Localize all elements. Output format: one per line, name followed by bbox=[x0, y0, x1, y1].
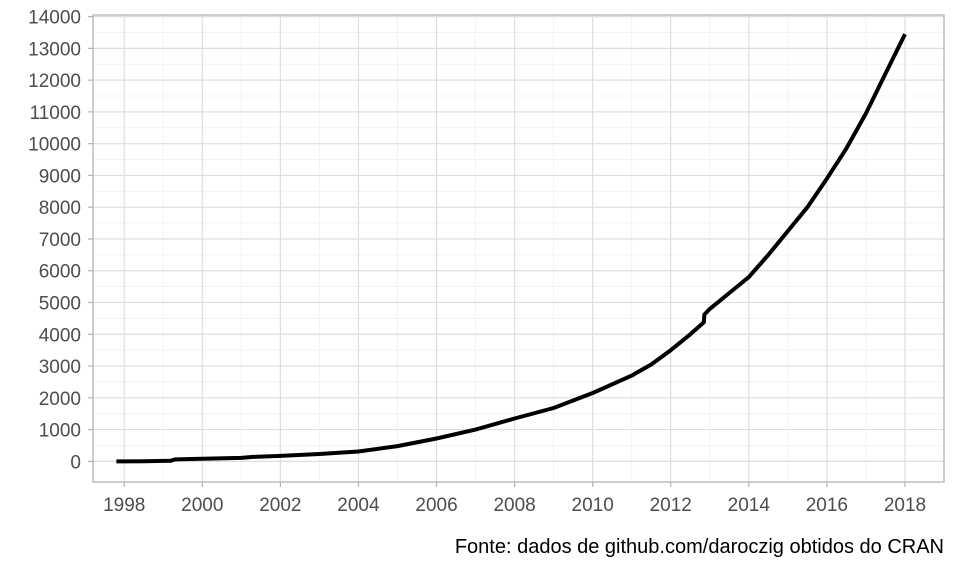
y-tick-label: 10000 bbox=[28, 135, 81, 156]
x-tick-label: 1998 bbox=[103, 495, 145, 516]
y-tick-label: 4000 bbox=[39, 325, 81, 346]
x-tick-label: 2004 bbox=[337, 495, 380, 516]
y-tick-label: 12000 bbox=[28, 71, 81, 92]
x-tick-label: 2012 bbox=[650, 495, 692, 516]
y-axis: 0 1000 2000 3000 4000 5000 6000 7000 8000 9000 100… bbox=[28, 8, 93, 473]
x-tick-label: 2006 bbox=[415, 495, 457, 516]
y-tick-label: 3000 bbox=[39, 357, 81, 378]
y-tick-label: 0 bbox=[70, 452, 81, 473]
x-tick-label: 2008 bbox=[493, 495, 535, 516]
y-tick-label: 7000 bbox=[39, 230, 81, 251]
y-tick-label: 11000 bbox=[30, 103, 81, 124]
y-tick-label: 5000 bbox=[39, 294, 81, 315]
x-tick-label: 2002 bbox=[259, 495, 301, 516]
y-tick-label: 13000 bbox=[28, 39, 81, 60]
y-tick-label: 6000 bbox=[39, 262, 81, 283]
plot-panel-border bbox=[92, 14, 945, 483]
y-tick-label: 8000 bbox=[39, 198, 81, 219]
x-axis: 1998 2000 2002 2004 2006 2008 2010 2012 2014 2016… bbox=[103, 482, 926, 516]
series-line bbox=[116, 33, 907, 464]
x-tick-label: 2018 bbox=[884, 495, 926, 516]
y-tick-label: 14000 bbox=[28, 8, 81, 29]
minor-grid bbox=[93, 15, 944, 482]
x-tick-label: 2014 bbox=[728, 495, 771, 516]
chart-caption: Fonte: dados de github.com/daroczig obti… bbox=[455, 536, 944, 558]
plot-panel-background bbox=[93, 15, 944, 482]
x-tick-label: 2000 bbox=[181, 495, 223, 516]
y-tick-label: 1000 bbox=[39, 421, 81, 442]
x-tick-label: 2010 bbox=[572, 495, 614, 516]
y-tick-label: 2000 bbox=[39, 389, 81, 410]
y-tick-label: 9000 bbox=[39, 166, 81, 187]
x-tick-label: 2016 bbox=[806, 495, 848, 516]
major-grid bbox=[93, 15, 944, 482]
